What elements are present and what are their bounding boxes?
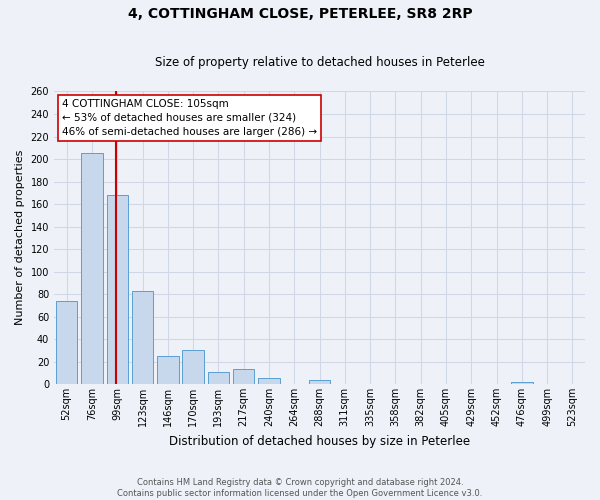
Bar: [511, 382, 533, 384]
Bar: [107, 195, 128, 384]
Text: Contains HM Land Registry data © Crown copyright and database right 2024.
Contai: Contains HM Land Registry data © Crown c…: [118, 478, 482, 498]
X-axis label: Distribution of detached houses by size in Peterlee: Distribution of detached houses by size …: [169, 434, 470, 448]
Bar: [81, 154, 103, 384]
Bar: [233, 370, 254, 384]
Y-axis label: Number of detached properties: Number of detached properties: [15, 150, 25, 326]
Bar: [258, 378, 280, 384]
Bar: [56, 301, 77, 384]
Bar: [309, 380, 330, 384]
Bar: [157, 356, 179, 384]
Title: Size of property relative to detached houses in Peterlee: Size of property relative to detached ho…: [155, 56, 484, 70]
Bar: [132, 290, 153, 384]
Bar: [208, 372, 229, 384]
Text: 4 COTTINGHAM CLOSE: 105sqm
← 53% of detached houses are smaller (324)
46% of sem: 4 COTTINGHAM CLOSE: 105sqm ← 53% of deta…: [62, 99, 317, 137]
Bar: [182, 350, 204, 384]
Text: 4, COTTINGHAM CLOSE, PETERLEE, SR8 2RP: 4, COTTINGHAM CLOSE, PETERLEE, SR8 2RP: [128, 8, 472, 22]
